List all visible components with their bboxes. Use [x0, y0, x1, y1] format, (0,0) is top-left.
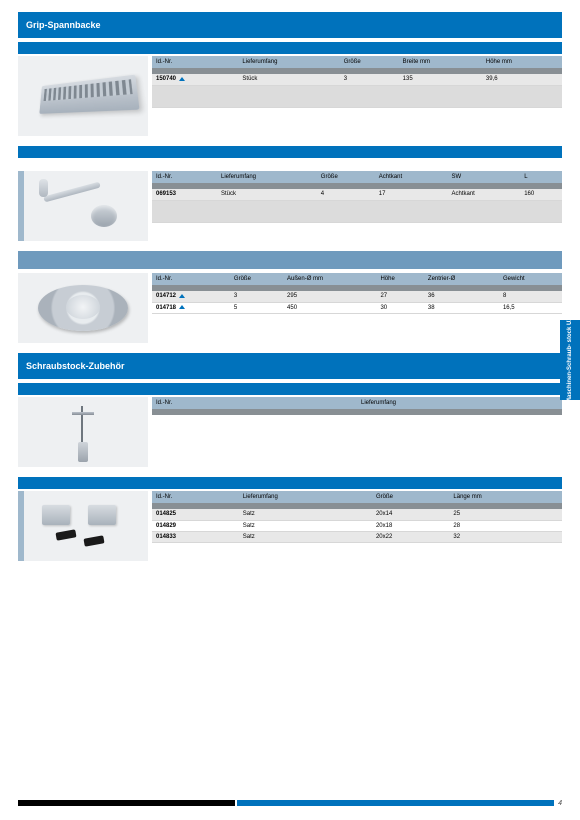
th: Höhe mm — [482, 56, 562, 68]
image-grip-jaw — [18, 56, 148, 136]
sub-bar — [18, 383, 562, 395]
table-row: 014825 Satz 20x14 25 — [152, 509, 562, 520]
section-title: Grip-Spannbacke — [26, 20, 101, 30]
image-clamps — [18, 491, 148, 561]
table-row: 014718 5 450 30 38 16,5 — [152, 302, 562, 313]
th: Zentrier-Ø — [424, 273, 499, 285]
th: Id.-Nr. — [152, 273, 230, 285]
section-title-2: Schraubstock-Zubehör — [26, 361, 125, 371]
th: Lieferumfang — [217, 171, 317, 183]
section-label — [18, 251, 562, 269]
sub-bar — [18, 42, 562, 54]
th: Gewicht — [499, 273, 562, 285]
footer: 4 — [18, 800, 562, 812]
triangle-icon — [179, 305, 185, 309]
th: Höhe — [376, 273, 423, 285]
th: Größe — [230, 273, 283, 285]
table-row: 150740 Stück 3 135 39,6 — [152, 74, 562, 85]
th: SW — [447, 171, 520, 183]
th: Länge mm — [449, 491, 562, 503]
table-row — [152, 85, 562, 107]
table-row: 014833 Satz 20x22 32 — [152, 531, 562, 542]
th: Größe — [372, 491, 449, 503]
table-clamps: Id.-Nr. Lieferumfang Größe Länge mm 0148… — [152, 491, 562, 543]
th: Außen-Ø mm — [283, 273, 376, 285]
table-grip-jaw: Id.-Nr. Lieferumfang Größe Breite mm Höh… — [152, 56, 562, 108]
th: Lieferumfang — [239, 491, 372, 503]
side-tab: Maschinen-Schraub- stock UZ — [560, 320, 580, 400]
th: Id.-Nr. — [152, 491, 239, 503]
th: Breite mm — [399, 56, 482, 68]
image-depth — [18, 397, 148, 467]
triangle-icon — [179, 294, 185, 298]
table-row: 069153 Stück 4 17 Achtkant 160 — [152, 189, 562, 200]
table-row: 014712 3 295 27 36 8 — [152, 291, 562, 302]
page-number: 4 — [554, 800, 562, 807]
th: Lieferumfang — [357, 397, 562, 409]
th: Größe — [317, 171, 375, 183]
table-plate: Id.-Nr. Größe Außen-Ø mm Höhe Zentrier-Ø… — [152, 273, 562, 314]
th: L — [520, 171, 562, 183]
sub-bar — [18, 477, 562, 489]
th: Achtkant — [375, 171, 448, 183]
th: Lieferumfang — [238, 56, 339, 68]
table-row: 014829 Satz 20x18 28 — [152, 520, 562, 531]
th: Id.-Nr. — [152, 397, 357, 409]
table-crank: Id.-Nr. Lieferumfang Größe Achtkant SW L… — [152, 171, 562, 223]
triangle-icon — [179, 77, 185, 81]
th: Id.-Nr. — [152, 171, 217, 183]
image-crank — [18, 171, 148, 241]
sub-bar — [18, 146, 562, 158]
table-depth: Id.-Nr. Lieferumfang — [152, 397, 562, 415]
th: Größe — [340, 56, 399, 68]
image-plate — [18, 273, 148, 343]
th: Id.-Nr. — [152, 56, 238, 68]
table-row — [152, 200, 562, 222]
